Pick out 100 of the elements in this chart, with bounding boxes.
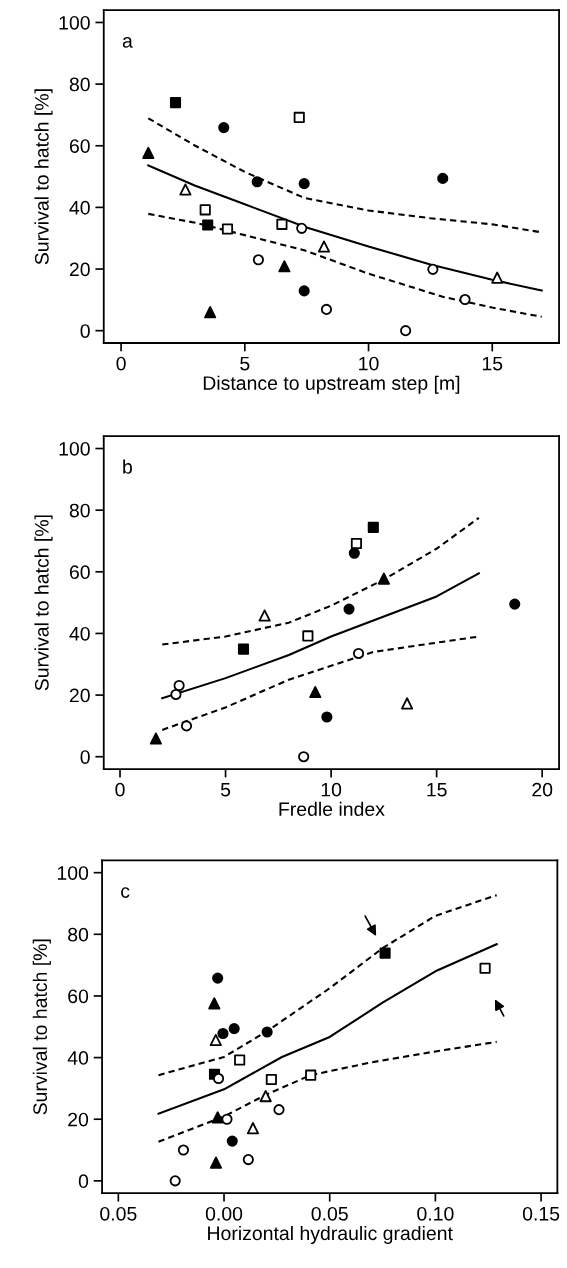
y-tick-label: 60 [69, 565, 90, 580]
x-tick-label: 0.00 [205, 1206, 243, 1221]
point [293, 111, 305, 123]
point [377, 572, 390, 585]
point [180, 720, 193, 732]
point [491, 271, 504, 284]
point [379, 947, 391, 959]
point [261, 1026, 273, 1038]
x-tick-label: 15 [427, 782, 447, 797]
point [298, 751, 310, 763]
point [401, 697, 414, 710]
line-series [161, 572, 480, 700]
x-tick-label: 0 [116, 356, 126, 371]
y-tick-label: 20 [68, 1112, 89, 1127]
line-series [147, 212, 543, 318]
point [217, 1027, 229, 1040]
point [221, 223, 234, 235]
point [226, 1135, 238, 1147]
line-series [157, 894, 498, 1077]
point [149, 732, 162, 745]
point [321, 711, 333, 723]
point [179, 183, 192, 196]
annotation: c [121, 887, 130, 898]
point [177, 1144, 190, 1156]
point [208, 997, 221, 1010]
point [309, 685, 322, 699]
point [259, 1090, 272, 1103]
y-tick-label: 40 [69, 626, 90, 641]
y-tick-label: 40 [69, 200, 90, 215]
x-tick-label: 5 [240, 356, 250, 371]
x-tick-label: 15 [482, 356, 503, 371]
point [218, 122, 230, 134]
point [296, 222, 308, 234]
point [204, 306, 217, 319]
point [234, 1054, 246, 1066]
annotation: b [123, 459, 132, 474]
point [276, 218, 288, 230]
point [242, 1154, 254, 1166]
annotation: a [122, 37, 133, 48]
point [221, 1113, 233, 1125]
x-tick-label: 20 [532, 782, 553, 797]
point [202, 219, 214, 231]
x-tick-label: 0.15 [522, 1206, 560, 1221]
point [209, 1156, 223, 1169]
x-tick-label: 0.05 [100, 1206, 137, 1221]
y-tick-label: 80 [69, 503, 90, 518]
x-axis-title: Distance to upstream step [m] [203, 375, 460, 394]
y-tick-label: 40 [67, 1051, 89, 1065]
point [142, 146, 155, 159]
point [278, 260, 291, 273]
point [343, 603, 355, 615]
point [317, 240, 331, 253]
point [228, 1023, 240, 1035]
point [437, 172, 449, 184]
point [212, 1072, 225, 1085]
point [211, 1111, 224, 1124]
y-tick-label: 20 [69, 262, 90, 277]
point [212, 972, 224, 984]
y-tick-label: 80 [69, 77, 90, 92]
point [320, 303, 333, 315]
point [302, 630, 314, 642]
x-tick-label: 0 [115, 782, 125, 797]
line-series [147, 164, 543, 292]
y-axis-title: Survival to hatch [%] [34, 515, 53, 691]
point [350, 537, 362, 550]
x-tick-label: 10 [321, 782, 342, 797]
point [427, 263, 439, 275]
point [479, 962, 491, 974]
x-axis-title: Horizontal hydraulic gradient [208, 1225, 453, 1245]
point [169, 97, 182, 109]
y-tick-label: 80 [68, 927, 89, 942]
y-axis-title: Survival to hatch [%] [34, 89, 53, 265]
point [305, 1069, 317, 1081]
point [367, 521, 379, 533]
x-axis-title: Fredle index [279, 801, 385, 817]
x-tick-label: 10 [359, 356, 379, 371]
line-series [157, 943, 498, 1115]
line-series [161, 516, 480, 646]
point [170, 688, 182, 701]
y-tick-label: 20 [69, 688, 90, 703]
y-tick-label: 0 [80, 750, 90, 764]
y-tick-label: 0 [78, 1174, 89, 1189]
point [352, 647, 365, 660]
point [237, 643, 250, 655]
y-tick-label: 100 [57, 866, 89, 880]
point [298, 178, 310, 190]
point [298, 285, 310, 297]
point [265, 1073, 277, 1086]
y-tick-label: 60 [68, 989, 89, 1004]
point [199, 204, 211, 216]
point [252, 254, 264, 266]
point [348, 547, 360, 559]
point [173, 679, 185, 692]
point [246, 1122, 260, 1135]
x-tick-label: 0.10 [417, 1206, 454, 1221]
x-tick-label: 0.05 [311, 1206, 348, 1221]
y-axis-title: Survival to hatch [%] [32, 939, 51, 1115]
point [273, 1104, 285, 1116]
y-tick-label: 100 [59, 441, 90, 456]
point [459, 293, 471, 306]
